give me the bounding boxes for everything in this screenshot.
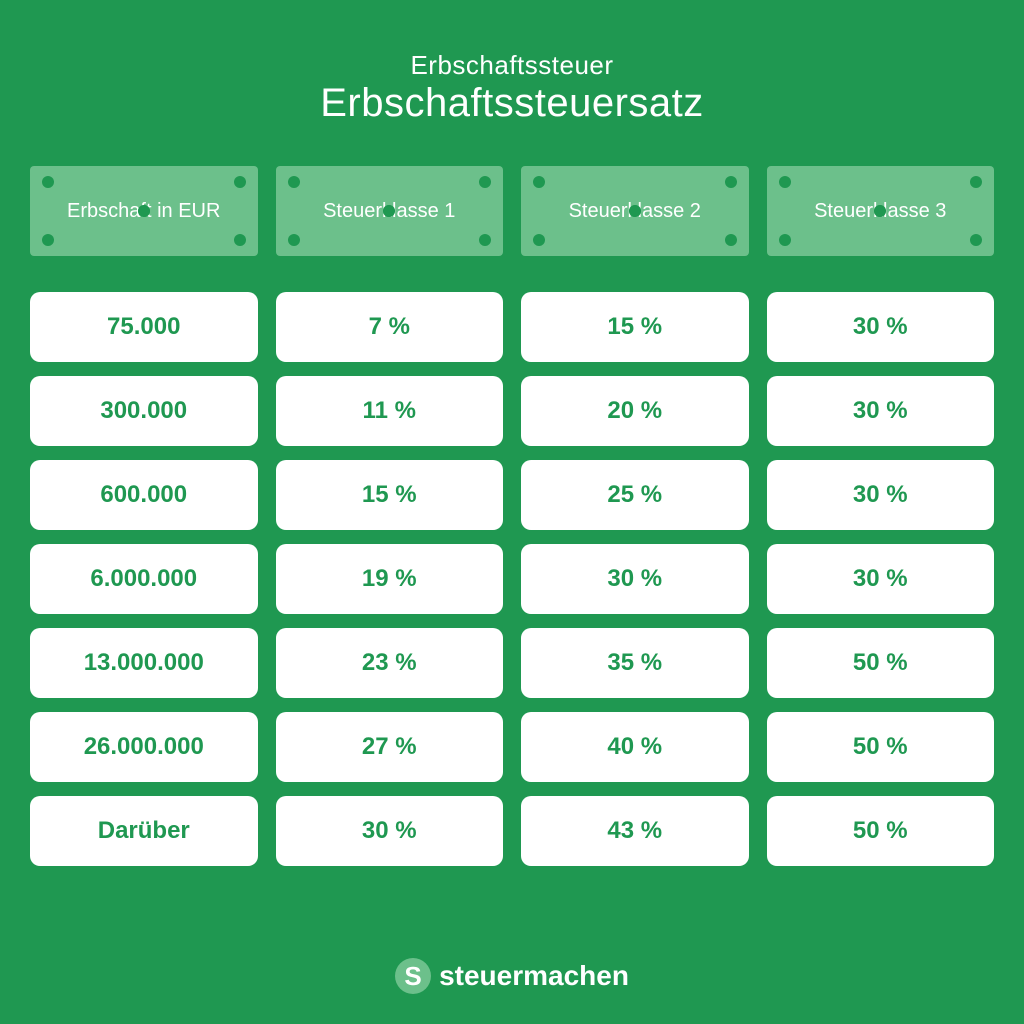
table-cell: 35 %: [521, 628, 749, 698]
table-cell: 15 %: [276, 460, 504, 530]
table-cell: 7 %: [276, 292, 504, 362]
page-subtitle: Erbschaftssteuer: [410, 50, 613, 81]
header-label: Erbschaft in EUR: [67, 200, 220, 223]
table-cell: 30 %: [767, 460, 995, 530]
table-cell: 30 %: [767, 544, 995, 614]
column-class-2: Steuerklasse 2 15 % 20 % 25 % 30 % 35 % …: [521, 166, 749, 866]
page-title: Erbschaftssteuersatz: [320, 81, 704, 126]
table-cell: 26.000.000: [30, 712, 258, 782]
table-cell: 50 %: [767, 796, 995, 866]
column-header: Erbschaft in EUR: [30, 166, 258, 256]
column-inheritance: Erbschaft in EUR 75.000 300.000 600.000 …: [30, 166, 258, 866]
column-header: Steuerklasse 2: [521, 166, 749, 256]
table-cell: 300.000: [30, 376, 258, 446]
table-cell: 11 %: [276, 376, 504, 446]
header-label: Steuerklasse 3: [814, 200, 946, 223]
table-cell: 6.000.000: [30, 544, 258, 614]
column-class-3: Steuerklasse 3 30 % 30 % 30 % 30 % 50 % …: [767, 166, 995, 866]
table-cell: 40 %: [521, 712, 749, 782]
column-header: Steuerklasse 3: [767, 166, 995, 256]
table-cell: 15 %: [521, 292, 749, 362]
column-class-1: Steuerklasse 1 7 % 11 % 15 % 19 % 23 % 2…: [276, 166, 504, 866]
table-cell: 30 %: [521, 544, 749, 614]
table-cell: 25 %: [521, 460, 749, 530]
table-cell: 50 %: [767, 628, 995, 698]
brand-name: steuermachen: [439, 960, 629, 992]
table-cell: 13.000.000: [30, 628, 258, 698]
table-cell: 75.000: [30, 292, 258, 362]
table-cell: 23 %: [276, 628, 504, 698]
table-cell: 30 %: [767, 376, 995, 446]
table-cell: 30 %: [767, 292, 995, 362]
header-label: Steuerklasse 2: [569, 200, 701, 223]
table-cell: 50 %: [767, 712, 995, 782]
table-cell: Darüber: [30, 796, 258, 866]
table-cell: 19 %: [276, 544, 504, 614]
table-cell: 30 %: [276, 796, 504, 866]
table-cell: 600.000: [30, 460, 258, 530]
column-header: Steuerklasse 1: [276, 166, 504, 256]
table-cell: 43 %: [521, 796, 749, 866]
brand-footer: S steuermachen: [395, 958, 629, 994]
brand-logo-icon: S: [395, 958, 431, 994]
header-label: Steuerklasse 1: [323, 200, 455, 223]
table-cell: 20 %: [521, 376, 749, 446]
tax-rate-table: Erbschaft in EUR 75.000 300.000 600.000 …: [30, 166, 994, 866]
table-cell: 27 %: [276, 712, 504, 782]
